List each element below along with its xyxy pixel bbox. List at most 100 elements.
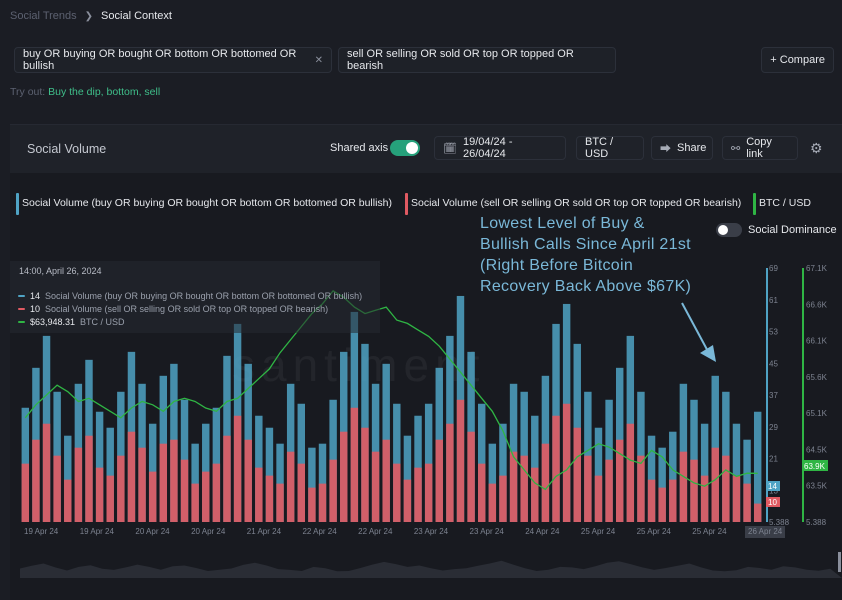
tooltip-value: $63,948.31: [30, 317, 76, 327]
legend-item-buy[interactable]: Social Volume (buy OR buying OR bought O…: [16, 193, 392, 215]
sell-volume-bar: [148, 471, 157, 522]
panel-header: Social Volume Shared axis 🗓 19/04/24 - 2…: [10, 125, 842, 173]
date-range-picker[interactable]: 🗓 19/04/24 - 26/04/24: [434, 136, 566, 160]
shared-axis-toggle[interactable]: [390, 140, 420, 156]
gear-icon[interactable]: ⚙: [810, 140, 823, 156]
copy-link-button[interactable]: ⚯ Copy link: [722, 136, 798, 160]
buy-volume-bar: [64, 435, 72, 522]
buy-current-value: 14: [768, 482, 777, 491]
chevron-right-icon: ❯: [84, 10, 94, 22]
sell-volume-bar: [265, 475, 274, 522]
panel-title: Social Volume: [27, 142, 107, 156]
sell-volume-bar: [329, 459, 337, 522]
search-chip-sell[interactable]: sell OR selling OR sold OR top OR topped…: [338, 47, 616, 73]
sell-volume-bar: [594, 475, 603, 522]
sell-volume-bar: [541, 443, 550, 522]
sell-volume-bar: [318, 483, 327, 522]
chip-label: sell OR selling OR sold OR top OR topped…: [347, 48, 574, 72]
legend-item-sell[interactable]: Social Volume (sell OR selling OR sold O…: [405, 193, 742, 215]
navigator-area: [20, 560, 842, 578]
sell-volume-bar: [414, 467, 422, 522]
sell-volume-bar: [53, 455, 61, 522]
sell-volume-bar: [700, 475, 709, 522]
breadcrumb-parent[interactable]: Social Trends: [10, 10, 77, 22]
compare-button[interactable]: + Compare: [761, 47, 834, 73]
buy-volume-bar: [276, 443, 284, 522]
sell-volume-bar: [573, 427, 581, 522]
sell-volume-bar: [531, 467, 539, 522]
close-icon[interactable]: ✕: [314, 54, 323, 66]
breadcrumb-current: Social Context: [101, 10, 172, 22]
sell-volume-bar: [138, 447, 146, 522]
annotation-line: (Right Before Bitcoin: [480, 257, 634, 274]
buy-volume-bar: [647, 435, 656, 522]
buy-volume-bar: [106, 427, 114, 522]
sell-volume-bar: [233, 415, 242, 522]
buy-volume-bar: [191, 443, 199, 522]
y-right-tick-label: 67.1K: [806, 264, 828, 273]
x-tick-label: 25 Apr 24: [581, 527, 616, 536]
tooltip-value: 14: [30, 291, 41, 301]
tooltip-row-sell: 10 Social Volume (sell OR selling OR sol…: [18, 304, 328, 314]
share-button[interactable]: ⮕ Share: [651, 136, 713, 160]
legend-swatch-buy: [16, 193, 19, 215]
pair-value: BTC / USD: [585, 136, 614, 160]
sell-volume-bar: [743, 483, 751, 522]
x-tick-label: 21 Apr 24: [247, 527, 282, 536]
tooltip-label: Social Volume (sell OR selling OR sold O…: [45, 304, 329, 314]
x-tick-label: 19 Apr 24: [80, 527, 115, 536]
sell-volume-bar: [647, 479, 656, 522]
y-left-tick-label: 53: [769, 328, 778, 337]
y-left-tick-label: 21: [769, 455, 778, 464]
legend-label: BTC / USD: [759, 197, 811, 209]
try-out-links[interactable]: Buy the dip, bottom, sell: [48, 86, 161, 98]
y-left-tick-label: 61: [769, 296, 778, 305]
buy-current-marker: [766, 481, 780, 491]
sell-volume-bar: [95, 467, 104, 522]
y-right-tick-label: 66.6K: [806, 300, 828, 309]
sell-volume-bar: [382, 439, 390, 522]
social-dominance-toggle[interactable]: [716, 223, 742, 237]
sell-volume-bar: [435, 439, 443, 522]
sell-volume-bar: [467, 431, 475, 522]
sell-volume-bar: [552, 415, 560, 522]
sell-volume-bar: [202, 471, 210, 522]
tooltip-swatch-sell: [18, 308, 25, 310]
social-dominance-toggle-row[interactable]: Social Dominance: [716, 223, 837, 237]
search-chip-buy[interactable]: buy OR buying OR bought OR bottom OR bot…: [14, 47, 332, 73]
calendar-icon: 🗓: [443, 142, 457, 155]
y-left-tick-label: 5.388: [769, 518, 790, 527]
x-tick-label: 22 Apr 24: [358, 527, 393, 536]
sell-volume-bar: [732, 475, 741, 522]
date-range-value: 19/04/24 - 26/04/24: [462, 136, 513, 160]
navigator-handle[interactable]: [838, 552, 841, 572]
time-navigator[interactable]: [20, 546, 842, 578]
sell-volume-bar: [562, 403, 571, 522]
legend-label: Social Volume (sell OR selling OR sold O…: [411, 197, 742, 209]
buy-volume-bar: [424, 403, 433, 522]
annotation-arrow-head: [700, 345, 716, 362]
sell-volume-bar: [350, 407, 359, 522]
sell-volume-bar: [711, 447, 719, 522]
x-tick-highlight: [745, 526, 785, 538]
legend-swatch-sell: [405, 193, 408, 215]
sell-volume-bar: [32, 439, 40, 522]
tooltip: 14:00, April 26, 2024 14 Social Volume (…: [10, 261, 380, 333]
sell-volume-bar: [679, 451, 688, 522]
tooltip-label: Social Volume (buy OR buying OR bought O…: [45, 291, 363, 301]
breadcrumb: Social Trends ❯ Social Context: [10, 10, 172, 22]
buy-volume-bar: [700, 423, 709, 522]
share-label: Share: [677, 142, 707, 154]
sell-volume-bar: [626, 423, 635, 522]
y-right-tick-label: 63.5K: [806, 482, 828, 491]
share-icon: ⮕: [660, 143, 671, 155]
y-left-tick-label: 37: [769, 391, 778, 400]
tooltip-swatch-buy: [18, 295, 25, 297]
pair-selector[interactable]: BTC / USD: [576, 136, 644, 160]
legend-item-price[interactable]: BTC / USD: [753, 193, 811, 215]
btc-price-line: [24, 289, 758, 491]
shared-axis-label: Shared axis: [330, 142, 389, 154]
sell-volume-bar: [106, 475, 114, 522]
buy-volume-bar: [499, 423, 507, 522]
